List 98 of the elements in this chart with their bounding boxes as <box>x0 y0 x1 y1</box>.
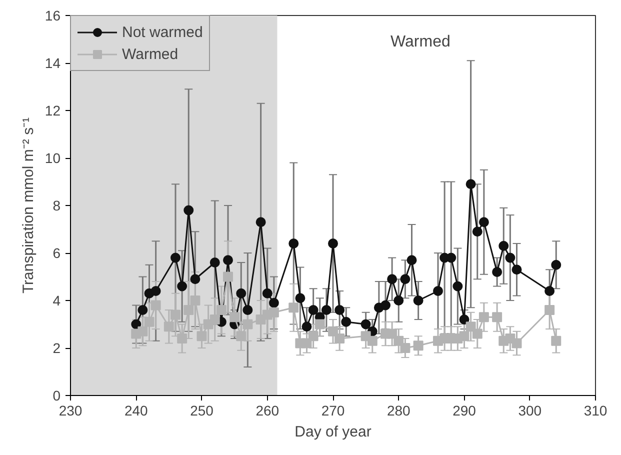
point <box>387 274 398 284</box>
point <box>321 305 332 315</box>
point <box>551 260 562 270</box>
point <box>492 312 502 322</box>
point <box>544 286 555 296</box>
point <box>262 288 272 298</box>
point <box>150 286 161 296</box>
x-tick-label: 310 <box>584 402 608 418</box>
point <box>210 314 220 324</box>
point <box>334 305 345 315</box>
point <box>314 319 325 330</box>
point <box>256 217 266 228</box>
point <box>164 322 174 332</box>
point <box>446 252 456 263</box>
point <box>492 267 502 277</box>
point <box>223 272 233 282</box>
point <box>466 179 476 190</box>
point <box>242 305 253 315</box>
point <box>295 293 306 304</box>
point <box>466 322 476 332</box>
x-tick-label: 270 <box>321 402 345 418</box>
point <box>236 331 246 342</box>
point <box>288 302 299 313</box>
point <box>302 322 312 332</box>
y-tick-label: 6 <box>52 245 61 261</box>
point <box>505 252 516 263</box>
x-tick-label: 250 <box>190 402 214 418</box>
point <box>478 312 489 322</box>
x-axis-title: Day of year <box>294 424 372 440</box>
point <box>413 340 424 351</box>
point <box>360 319 371 330</box>
point <box>268 307 279 318</box>
point <box>380 300 390 310</box>
point <box>367 336 378 346</box>
y-tick-label: 12 <box>44 102 61 118</box>
x-tick-label: 230 <box>58 402 82 418</box>
point <box>196 331 207 342</box>
point <box>472 226 482 237</box>
x-tick-label: 240 <box>124 402 148 418</box>
point <box>400 274 410 284</box>
point <box>144 316 154 327</box>
x-tick-label: 280 <box>386 402 411 418</box>
point <box>551 336 562 346</box>
point <box>184 205 194 216</box>
x-tick-label: 260 <box>256 402 280 418</box>
point <box>308 331 318 342</box>
y-tick-label: 4 <box>52 292 61 308</box>
point <box>406 255 417 266</box>
point <box>498 240 509 251</box>
point <box>478 217 489 228</box>
point <box>308 305 318 315</box>
point <box>177 334 188 344</box>
point <box>472 328 482 339</box>
y-axis-title: Transpiration mmol m⁻² s⁻¹ <box>20 117 37 294</box>
point <box>236 288 246 298</box>
y-tick-label: 10 <box>44 150 61 166</box>
x-tick-label: 290 <box>452 402 476 418</box>
point <box>400 343 410 353</box>
annotation: Warmed <box>390 34 450 50</box>
point <box>334 334 345 344</box>
point <box>216 305 226 315</box>
point <box>544 305 555 315</box>
legend-label: Not warmed <box>122 24 203 40</box>
point <box>210 258 220 268</box>
point <box>302 338 312 348</box>
point <box>177 281 188 292</box>
point <box>512 338 522 348</box>
point <box>268 298 279 308</box>
point <box>170 310 180 320</box>
legend-label: Warmed <box>122 46 178 62</box>
point <box>184 305 194 315</box>
point <box>341 316 352 327</box>
point <box>138 326 148 336</box>
y-tick-label: 16 <box>44 8 61 24</box>
point <box>394 336 404 346</box>
point <box>230 312 240 322</box>
point <box>190 296 200 306</box>
point <box>223 255 233 266</box>
point <box>413 296 424 306</box>
point <box>328 326 338 336</box>
point <box>288 238 299 248</box>
x-tick-label: 300 <box>518 402 542 418</box>
point <box>452 281 463 292</box>
point <box>433 286 443 296</box>
point <box>190 274 200 284</box>
point <box>328 238 338 248</box>
y-tick-label: 2 <box>52 340 61 356</box>
point <box>170 252 180 263</box>
point <box>394 296 404 306</box>
point <box>459 331 470 342</box>
point <box>138 305 148 315</box>
point <box>242 319 253 330</box>
point <box>387 328 398 339</box>
point <box>512 264 522 275</box>
point <box>150 300 161 310</box>
y-tick-label: 0 <box>52 388 61 404</box>
y-tick-label: 8 <box>52 198 61 214</box>
y-tick-label: 14 <box>44 55 61 71</box>
